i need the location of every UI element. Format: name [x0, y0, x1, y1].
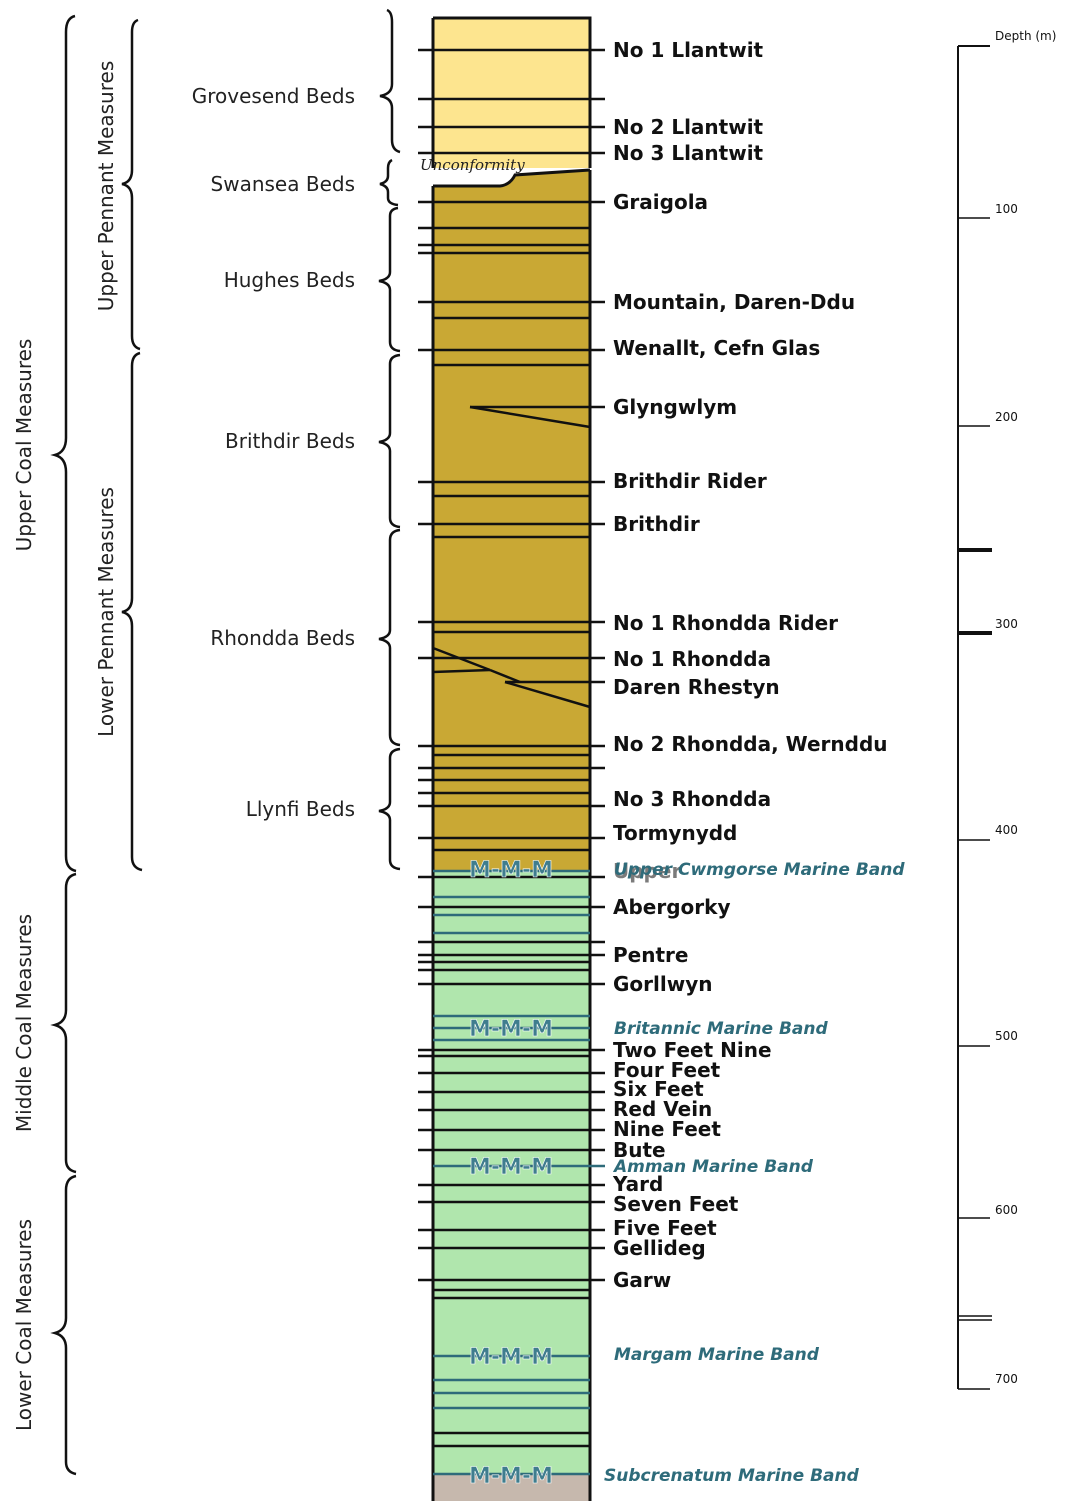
brace-hughes [378, 206, 401, 353]
marine-symbol-amman: M-M-M [469, 1155, 553, 1180]
coal-seam-labels: No 1 Llantwit No 2 Llantwit No 3 Llantwi… [612, 38, 888, 1292]
bed-label-llynfi: Llynfi Beds [246, 797, 355, 821]
marine-band-labels: Upper Cwmgorse Marine Band Britannic Mar… [604, 860, 905, 1486]
depth-tick-labels: 100 200 300 400 500 600 700 [995, 202, 1018, 1386]
brace-swansea [379, 158, 399, 207]
coal-label: Garw [613, 1268, 671, 1292]
coal-label: Daren Rhestyn [613, 675, 780, 699]
coal-label: Red Vein [613, 1097, 712, 1121]
brace-lower-coal-measures [50, 1174, 77, 1476]
coal-label: Glyngwlym [613, 395, 737, 419]
coal-label: Gorllwyn [613, 972, 712, 996]
bed-labels: Grovesend Beds Swansea Beds Hughes Beds … [192, 84, 355, 821]
marine-symbol-upper-cwmgorse: M-M-M [469, 858, 553, 883]
coal-label: Tormynydd [613, 821, 737, 845]
marine-symbol-margam: M-M-M [469, 1345, 553, 1370]
group-label-upper-pennant: Upper Pennant Measures [94, 61, 118, 311]
group-label-middle-coal-measures: Middle Coal Measures [12, 914, 36, 1132]
brace-grovesend [379, 8, 401, 154]
coal-label: No 2 Rhondda, Wernddu [613, 732, 888, 756]
unconformity-label: Unconformity [420, 156, 525, 174]
bed-label-swansea: Swansea Beds [211, 172, 355, 196]
coal-label: Bute [613, 1138, 666, 1162]
coal-label: Abergorky [613, 895, 730, 919]
coal-label: No 3 Rhondda [613, 787, 771, 811]
coal-seam-lines [418, 48, 605, 1448]
brace-rhondda [378, 528, 401, 747]
coal-label: No 1 Rhondda Rider [613, 611, 838, 635]
depth-tick-label: 600 [995, 1203, 1018, 1217]
coal-label: Two Feet Nine [613, 1038, 772, 1062]
pennant-braces [121, 18, 143, 872]
coal-label: No 1 Rhondda [613, 647, 771, 671]
depth-tick-label: 100 [995, 202, 1018, 216]
coal-label: Seven Feet [613, 1192, 739, 1216]
group-label-upper-coal-measures: Upper Coal Measures [12, 339, 36, 552]
brace-upper-coal-measures [50, 14, 77, 873]
group-label-lower-coal-measures: Lower Coal Measures [12, 1219, 36, 1431]
depth-tick-label: 500 [995, 1029, 1018, 1043]
coal-label: Graigola [613, 190, 708, 214]
depth-scale-title: Depth (m) [995, 29, 1056, 43]
coal-label: Six Feet [613, 1077, 704, 1101]
coal-label: No 3 Llantwit [613, 141, 764, 165]
bed-label-rhondda: Rhondda Beds [210, 626, 355, 650]
brace-llynfi [378, 747, 401, 871]
marine-symbols: M-M-M M-M-M M-M-M M-M-M M-M-M [469, 858, 554, 1490]
marine-symbol-subcrenatum: M-M-M [469, 1464, 553, 1489]
brace-lower-pennant [121, 351, 143, 872]
marine-symbol-britannic: M-M-M [469, 1017, 553, 1042]
coal-label: No 2 Llantwit [613, 115, 764, 139]
marine-band-label: Amman Marine Band [612, 1157, 814, 1177]
coal-label: No 1 Llantwit [613, 38, 764, 62]
coal-label: Pentre [613, 943, 688, 967]
coal-label-obscured: Upper [613, 859, 681, 883]
brace-middle-coal-measures [50, 872, 77, 1174]
depth-tick-label: 200 [995, 410, 1018, 424]
coal-label: Wenallt, Cefn Glas [613, 336, 820, 360]
coal-label: Mountain, Daren-Ddu [613, 290, 855, 314]
bed-label-brithdir: Brithdir Beds [225, 429, 355, 453]
coal-label: Gellideg [613, 1236, 706, 1260]
coal-label: Four Feet [613, 1058, 721, 1082]
bed-label-hughes: Hughes Beds [224, 268, 355, 292]
coal-measures-braces [50, 14, 77, 1476]
marine-band-lines [433, 869, 605, 1476]
coal-measures-fill [433, 871, 590, 1474]
brace-upper-pennant [121, 18, 141, 351]
bed-label-grovesend: Grovesend Beds [192, 84, 355, 108]
depth-tick-label: 700 [995, 1372, 1018, 1386]
brace-brithdir [378, 353, 401, 529]
group-label-lower-pennant: Lower Pennant Measures [94, 487, 118, 737]
bed-braces [378, 8, 401, 871]
coal-label: Yard [612, 1172, 663, 1196]
coal-label: Five Feet [613, 1216, 717, 1240]
unconformity-line [433, 168, 591, 188]
basement-fill [433, 1474, 590, 1501]
pennant-fill [433, 170, 590, 871]
marine-band-label: Britannic Marine Band [614, 1019, 828, 1039]
coal-label: Nine Feet [613, 1117, 721, 1141]
marine-band-label: Subcrenatum Marine Band [604, 1466, 860, 1486]
coal-label: Brithdir [613, 512, 700, 536]
coal-label: Brithdir Rider [613, 469, 767, 493]
grovesend-fill [433, 18, 590, 168]
depth-tick-label: 400 [995, 823, 1018, 837]
depth-tick-label: 300 [995, 617, 1018, 631]
marine-band-label: Upper Cwmgorse Marine Band [614, 860, 905, 880]
depth-scale [957, 45, 992, 1390]
marine-band-label: Margam Marine Band [614, 1345, 820, 1365]
